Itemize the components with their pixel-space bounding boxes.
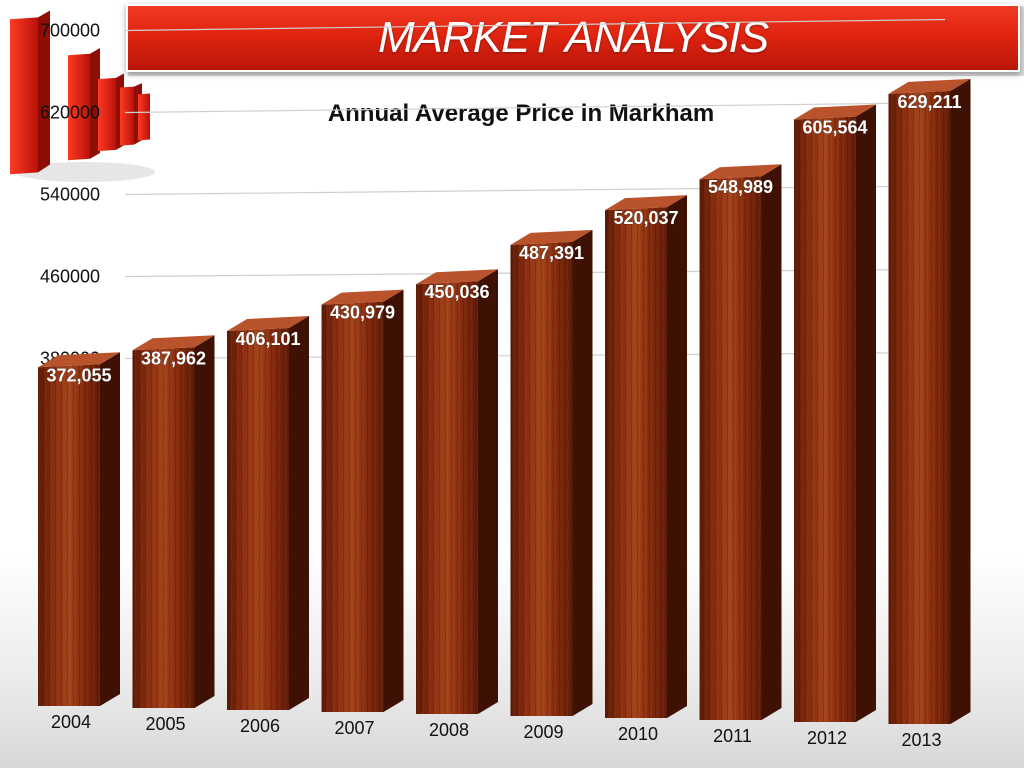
bar-2011 xyxy=(699,164,782,721)
x-tick-label: 2012 xyxy=(807,728,847,748)
bar-2007 xyxy=(321,289,404,712)
bar-top xyxy=(888,78,971,94)
bar-top xyxy=(510,229,593,245)
bar-2009 xyxy=(510,229,593,717)
red-bar-chart-icon xyxy=(10,10,155,182)
bar-top xyxy=(416,269,498,285)
data-label: 387,962 xyxy=(141,348,206,368)
data-label: 605,564 xyxy=(802,118,867,138)
data-label: 372,055 xyxy=(46,365,111,385)
grid-line xyxy=(124,18,946,32)
chart-title: Annual Average Price in Markham xyxy=(327,100,715,127)
y-tick-label: 460000 xyxy=(40,267,100,287)
bar-side xyxy=(383,289,404,712)
y-tick-label: 700000 xyxy=(40,21,100,41)
bar-side xyxy=(761,164,782,721)
page-title: MARKET ANALYSIS xyxy=(377,13,769,62)
x-tick-label: 2011 xyxy=(713,726,752,746)
x-tick-label: 2004 xyxy=(51,712,91,732)
bar-grain xyxy=(321,301,384,712)
bar-side xyxy=(572,229,593,717)
bar-top xyxy=(227,315,309,331)
bar-grain xyxy=(416,281,478,714)
data-label: 430,979 xyxy=(330,303,395,323)
bar-grain xyxy=(794,116,856,723)
grid-line xyxy=(124,102,946,114)
bar-2005 xyxy=(132,335,215,708)
y-tick-label: 620000 xyxy=(40,103,100,123)
data-label: 406,101 xyxy=(235,329,300,349)
bar-top xyxy=(38,352,120,368)
bar-top xyxy=(321,289,404,305)
bar-2010 xyxy=(605,195,687,718)
y-tick-label: 540000 xyxy=(40,185,100,205)
data-label: 487,391 xyxy=(519,243,584,263)
bar-side xyxy=(667,195,687,718)
data-label: 548,989 xyxy=(708,177,773,197)
bar-top xyxy=(132,335,215,351)
bar-grain xyxy=(510,241,573,717)
x-tick-label: 2007 xyxy=(334,718,374,738)
title-banner: MARKET ANALYSIS xyxy=(126,4,1020,72)
data-label: 629,211 xyxy=(897,92,961,112)
bar-side xyxy=(194,335,215,708)
bar-side xyxy=(289,315,309,710)
bar-grain xyxy=(132,347,195,708)
bar-top xyxy=(699,164,782,180)
bar-2004 xyxy=(38,352,120,706)
bar-side xyxy=(100,352,120,706)
data-label: 450,036 xyxy=(424,282,489,302)
bar-2008 xyxy=(416,269,498,714)
x-tick-label: 2006 xyxy=(240,716,280,736)
bar-grain xyxy=(699,176,762,721)
bar-side xyxy=(950,78,971,724)
data-label: 520,037 xyxy=(613,208,678,228)
x-tick-label: 2005 xyxy=(145,714,185,734)
bar-grain xyxy=(888,90,951,724)
bar-grain xyxy=(38,364,100,706)
bar-grain xyxy=(227,327,289,710)
bar-grain xyxy=(605,207,667,718)
x-tick-label: 2009 xyxy=(523,722,563,742)
bar-top xyxy=(605,195,687,211)
bar-side xyxy=(478,269,498,714)
x-tick-label: 2008 xyxy=(429,720,469,740)
bar-side xyxy=(856,104,876,723)
bar-2006 xyxy=(227,315,309,710)
bar-2012 xyxy=(794,104,876,723)
x-tick-label: 2013 xyxy=(901,730,941,750)
bar-top xyxy=(794,104,876,120)
x-tick-label: 2010 xyxy=(618,724,658,744)
bar-2013 xyxy=(888,78,971,724)
